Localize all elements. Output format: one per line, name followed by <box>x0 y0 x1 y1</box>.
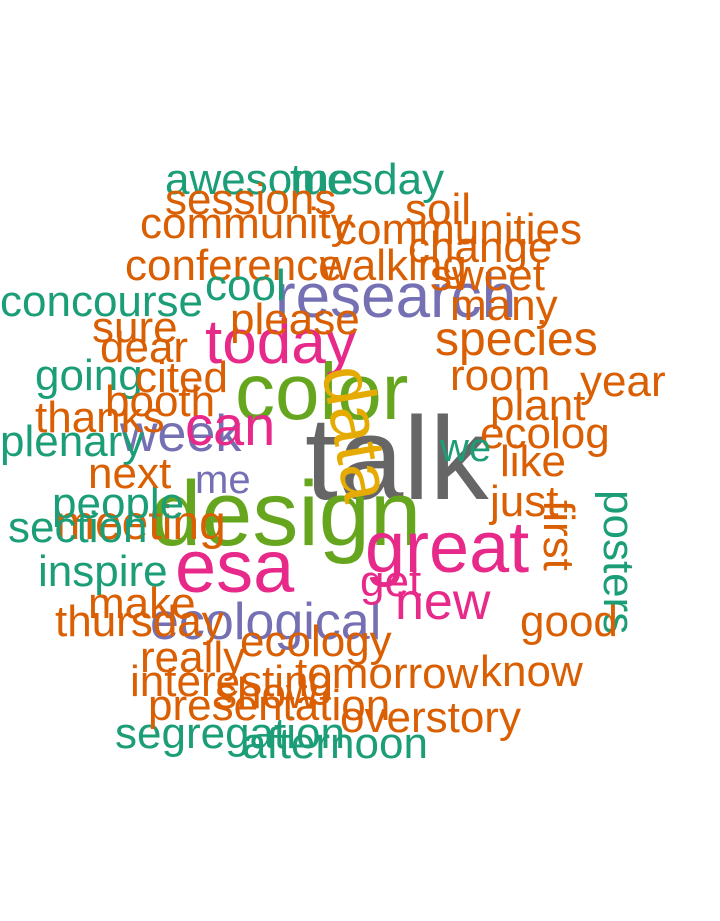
word-tuesday: tuesday <box>290 155 445 204</box>
word-interesting: interesting <box>130 657 334 706</box>
word-walking: walking <box>320 241 467 290</box>
word-good: good <box>520 597 618 646</box>
word-going: going <box>35 351 143 400</box>
word-great: great <box>365 508 530 588</box>
word-please: please <box>230 295 360 344</box>
word-plenary: plenary <box>0 417 145 466</box>
word-communities: communities <box>335 205 582 254</box>
word-segregation: segregation <box>115 709 345 758</box>
word-can: can <box>185 394 276 457</box>
word-ecolog: ecolog <box>480 409 610 458</box>
word-like: like <box>500 437 567 486</box>
word-people: people <box>52 479 185 528</box>
word-sweet: sweet <box>430 251 545 300</box>
word-really: really <box>140 633 246 682</box>
word-thanks: thanks <box>35 393 165 442</box>
word-thursday: thursday <box>55 597 224 646</box>
word-ecology: ecology <box>240 617 392 666</box>
word-talk: talk <box>305 393 489 525</box>
word-tomorrow: tomorrow <box>295 649 479 698</box>
word-conference: conference <box>125 241 343 290</box>
word-change: change <box>408 223 553 272</box>
word-cool: cool <box>205 261 286 310</box>
word-awesome: awesome <box>165 155 354 204</box>
word-community: community <box>140 199 353 248</box>
word-presentation: presentation <box>148 681 391 730</box>
word-know: know <box>480 647 583 696</box>
word-design: design <box>150 463 422 565</box>
word-meeting: meeting <box>55 497 226 550</box>
word-week: week <box>120 405 242 463</box>
word-year: year <box>580 357 666 406</box>
word-cited: cited <box>135 353 228 402</box>
word-we: we <box>440 426 492 470</box>
word-many: many <box>450 281 558 330</box>
word-research: research <box>275 262 517 331</box>
word-species: species <box>435 313 598 366</box>
word-dear: dear <box>100 323 189 372</box>
word-concourse: concourse <box>0 277 204 326</box>
word-new: new <box>395 573 491 631</box>
word-color: color <box>235 347 409 436</box>
word-ecological: ecological <box>150 593 382 651</box>
word-next: next <box>88 449 172 498</box>
word-plant: plant <box>490 381 586 430</box>
word-section: section <box>8 503 148 552</box>
word-soil: soil <box>405 185 472 234</box>
word-booth: booth <box>105 377 216 426</box>
word-show: show <box>215 669 318 718</box>
word-me: me <box>195 458 251 502</box>
word-afternoon: afternoon <box>242 719 428 768</box>
word-just: just <box>490 477 559 526</box>
word-make: make <box>88 579 196 628</box>
word-room: room <box>450 351 551 400</box>
word-first: first <box>534 500 583 571</box>
word-sessions: sessions <box>165 175 337 224</box>
word-inspire: inspire <box>38 547 168 596</box>
word-get: get <box>360 557 422 606</box>
word-overstory: overstory <box>340 693 521 742</box>
word-sure: sure <box>92 303 178 352</box>
word-esa: esa <box>175 525 295 608</box>
word-today: today <box>205 308 357 377</box>
